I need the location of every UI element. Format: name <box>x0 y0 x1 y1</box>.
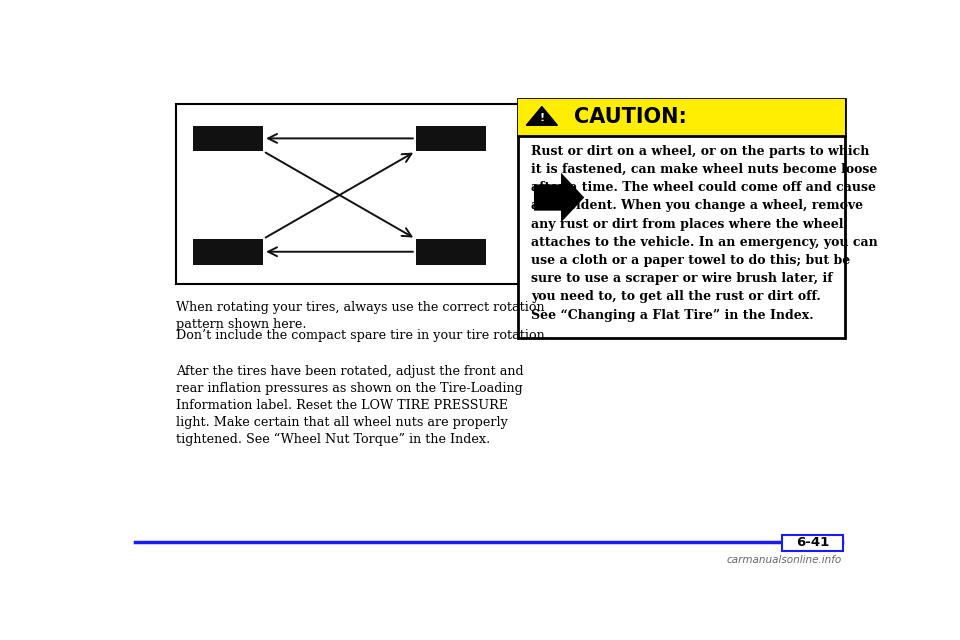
Text: When rotating your tires, always use the correct rotation
pattern shown here.: When rotating your tires, always use the… <box>176 301 544 331</box>
Bar <box>176 104 522 284</box>
Text: Rust or dirt on a wheel, or on the parts to which
it is fastened, can make wheel: Rust or dirt on a wheel, or on the parts… <box>532 145 878 322</box>
Bar <box>193 239 263 264</box>
Polygon shape <box>526 107 558 125</box>
Text: 6-41: 6-41 <box>796 536 829 550</box>
Text: carmanualsonline.info: carmanualsonline.info <box>727 555 842 564</box>
Bar <box>518 99 846 338</box>
Text: Don’t include the compact spare tire in your tire rotation.: Don’t include the compact spare tire in … <box>176 329 549 342</box>
Polygon shape <box>534 173 585 222</box>
Text: CAUTION:: CAUTION: <box>574 108 686 127</box>
Bar <box>193 125 263 151</box>
Bar <box>416 125 487 151</box>
Bar <box>518 99 846 136</box>
Bar <box>782 535 843 552</box>
Bar <box>416 239 487 264</box>
Text: After the tires have been rotated, adjust the front and
rear inflation pressures: After the tires have been rotated, adjus… <box>176 365 523 447</box>
Text: !: ! <box>540 113 544 124</box>
